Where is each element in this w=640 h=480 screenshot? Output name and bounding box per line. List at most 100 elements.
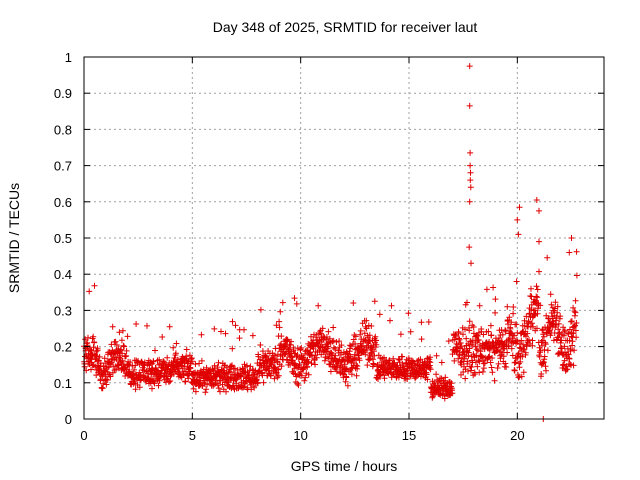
data-point — [466, 345, 473, 352]
data-point — [529, 320, 535, 327]
data-point — [418, 336, 425, 343]
data-point — [150, 358, 157, 365]
data-point — [481, 360, 488, 367]
y-tick-label: 0.1 — [54, 376, 72, 391]
data-point — [476, 302, 483, 309]
data-point — [300, 364, 307, 371]
data-point — [257, 306, 264, 313]
data-point — [118, 337, 125, 344]
data-point — [103, 381, 110, 388]
data-point — [542, 341, 549, 348]
data-point — [417, 356, 424, 363]
data-point — [465, 368, 471, 375]
data-point — [553, 314, 560, 321]
data-point — [119, 357, 126, 364]
data-point — [541, 353, 548, 360]
data-point — [203, 386, 210, 393]
data-point — [241, 383, 248, 390]
data-point — [189, 358, 196, 365]
data-point — [223, 364, 230, 371]
data-point — [504, 303, 511, 310]
data-point — [427, 366, 434, 373]
data-point — [476, 358, 483, 365]
data-point — [544, 347, 551, 354]
data-point — [364, 347, 371, 353]
data-point — [119, 327, 126, 334]
data-point — [514, 216, 521, 223]
data-point — [554, 309, 561, 316]
data-point — [90, 344, 97, 351]
data-point — [467, 177, 474, 184]
data-point — [536, 238, 542, 245]
data-point — [524, 330, 531, 337]
x-tick-label: 5 — [189, 428, 196, 443]
data-point — [332, 346, 339, 352]
data-point — [539, 327, 546, 334]
data-point — [185, 375, 192, 382]
data-point — [448, 380, 455, 387]
data-point — [497, 355, 504, 362]
data-point — [333, 339, 340, 345]
data-point — [86, 288, 93, 295]
data-point — [87, 347, 94, 354]
data-point — [170, 344, 177, 351]
data-point — [198, 331, 205, 338]
data-point — [510, 310, 517, 317]
data-point — [271, 375, 278, 382]
data-point — [479, 353, 486, 360]
y-axis-title: SRMTID / TECUs — [6, 183, 22, 293]
data-point — [510, 304, 517, 310]
data-point — [518, 373, 525, 380]
data-point — [515, 231, 522, 238]
data-point — [85, 334, 91, 341]
data-point — [407, 328, 414, 335]
data-point — [390, 371, 396, 378]
data-point — [132, 371, 139, 378]
data-point — [516, 204, 523, 211]
data-point — [336, 338, 343, 345]
data-point — [449, 390, 456, 397]
data-point — [241, 326, 247, 333]
data-point — [533, 293, 540, 300]
data-point — [353, 356, 360, 363]
data-point — [560, 361, 567, 368]
data-point — [244, 362, 250, 369]
data-point — [466, 318, 473, 325]
data-point — [505, 321, 512, 328]
data-point — [260, 379, 267, 386]
data-point — [504, 349, 511, 356]
data-point — [529, 342, 536, 349]
data-point — [404, 376, 411, 383]
data-point — [259, 348, 266, 355]
data-point — [113, 342, 120, 348]
data-point — [273, 322, 280, 329]
data-point — [492, 309, 499, 316]
data-point — [136, 384, 143, 391]
data-point — [490, 284, 497, 291]
data-point — [516, 364, 523, 371]
data-point — [198, 357, 205, 364]
data-point — [485, 354, 492, 360]
data-point — [109, 323, 116, 330]
data-point — [343, 374, 350, 381]
data-point — [166, 323, 173, 330]
data-point — [214, 364, 221, 371]
data-point — [523, 333, 529, 340]
data-point — [533, 197, 540, 203]
data-point — [517, 358, 524, 365]
data-point — [427, 359, 434, 366]
y-tick-label: 0.8 — [54, 122, 72, 137]
data-point — [566, 249, 573, 256]
data-point — [298, 344, 305, 351]
data-point — [388, 302, 395, 309]
data-point — [424, 376, 431, 383]
data-point — [132, 386, 139, 393]
data-point — [100, 380, 107, 387]
data-point — [373, 341, 380, 348]
data-point — [427, 354, 434, 361]
data-point — [217, 388, 223, 395]
data-point — [480, 331, 487, 338]
data-point — [514, 354, 521, 361]
x-tick-label: 20 — [510, 428, 524, 443]
data-point — [464, 358, 471, 365]
